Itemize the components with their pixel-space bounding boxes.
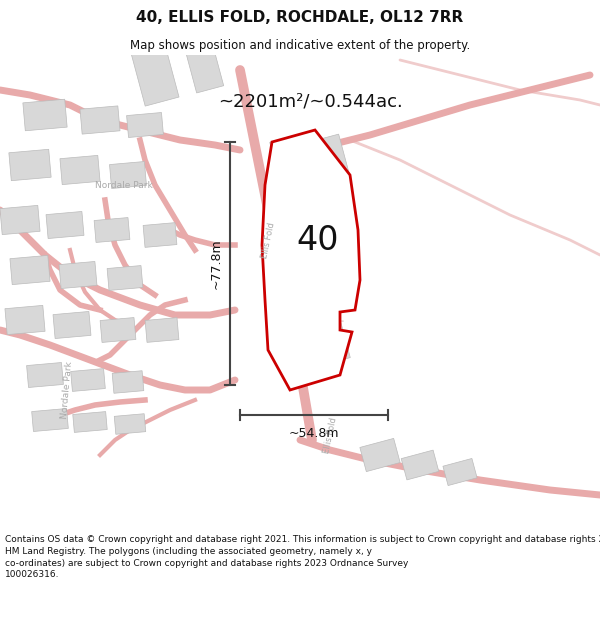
Bar [270,254,312,306]
Text: Ellis Fold: Ellis Fold [322,416,338,454]
Bar [145,318,179,342]
Bar [308,194,350,246]
Bar [270,134,312,186]
Bar [270,194,312,246]
Bar [5,306,45,334]
Bar [360,438,400,472]
Bar [94,217,130,242]
Bar [131,44,179,106]
Bar [80,106,120,134]
Bar [0,206,40,234]
Polygon shape [262,130,360,390]
Text: ~77.8m: ~77.8m [209,238,223,289]
Bar [32,409,68,431]
Bar [46,211,84,239]
Text: ~2201m²/~0.544ac.: ~2201m²/~0.544ac. [218,92,403,110]
Text: Nordale Park: Nordale Park [95,181,153,189]
Bar [100,318,136,342]
Bar [107,266,143,291]
Bar [308,254,350,306]
Bar [71,369,106,391]
Bar [127,112,163,138]
Bar [59,261,97,289]
Bar [112,371,144,393]
Bar [308,314,350,366]
Bar [187,47,224,93]
Text: Nordale Park: Nordale Park [60,361,74,419]
Bar [23,99,67,131]
Bar [110,161,146,189]
Bar [60,156,100,184]
Text: Contains OS data © Crown copyright and database right 2021. This information is : Contains OS data © Crown copyright and d… [5,535,600,579]
Text: 40: 40 [297,224,339,256]
Bar [270,314,312,366]
Bar [53,311,91,339]
Text: ~54.8m: ~54.8m [289,427,339,440]
Text: 40, ELLIS FOLD, ROCHDALE, OL12 7RR: 40, ELLIS FOLD, ROCHDALE, OL12 7RR [136,10,464,25]
Text: Map shows position and indicative extent of the property.: Map shows position and indicative extent… [130,39,470,51]
Bar [114,414,146,434]
Bar [308,134,350,186]
Bar [26,362,64,388]
Text: Ellis Fold: Ellis Fold [260,221,276,259]
Bar [10,256,50,284]
Bar [443,459,477,486]
Bar [9,149,51,181]
Bar [401,450,439,480]
Bar [143,222,177,248]
Bar [73,412,107,432]
